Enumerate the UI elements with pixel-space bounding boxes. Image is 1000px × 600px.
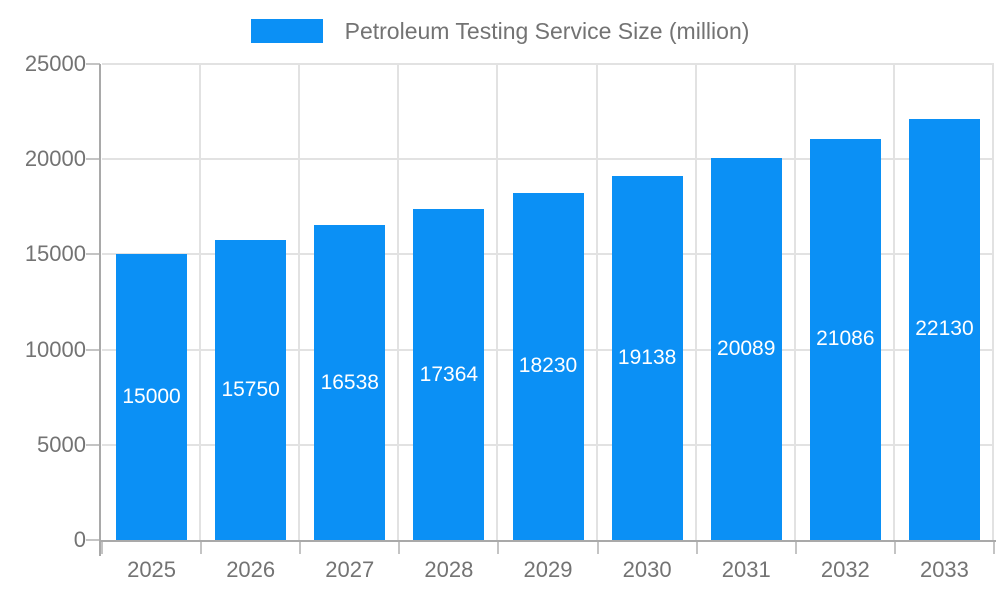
bar-value-label: 17364	[419, 362, 479, 386]
bar[interactable]: 15750	[215, 240, 287, 540]
x-axis-line	[99, 540, 996, 542]
v-gridline	[298, 64, 301, 540]
y-axis-tick	[86, 539, 100, 541]
bar-value-label: 15750	[221, 378, 280, 402]
y-axis-label: 10000	[24, 336, 86, 362]
v-gridline	[397, 64, 400, 540]
bar-value-label: 16538	[320, 370, 379, 394]
legend-item[interactable]: Petroleum Testing Service Size (million)	[250, 14, 750, 48]
y-axis-label: 15000	[24, 241, 86, 267]
x-axis-label: 2030	[622, 557, 672, 582]
x-axis-tick	[299, 540, 302, 554]
y-axis-tick	[86, 348, 100, 351]
y-axis-label: 0	[73, 527, 86, 552]
bar[interactable]: 20089	[710, 157, 782, 540]
legend-label: Petroleum Testing Service Size (million)	[344, 18, 750, 44]
bar-value-label: 20089	[717, 336, 776, 360]
bar[interactable]: 21086	[809, 138, 881, 540]
y-axis-tick	[86, 158, 100, 161]
plot-area: 15000 15750 16538 17364 18230 19138 20089 21086…	[102, 63, 994, 540]
bar[interactable]: 19138	[611, 175, 683, 540]
y-axis-label: 5000	[37, 431, 86, 457]
bar[interactable]: 22130	[908, 118, 980, 540]
y-axis-tick	[86, 253, 100, 256]
v-gridline	[892, 64, 895, 540]
bar-value-label: 18230	[518, 354, 578, 378]
x-axis-tick	[993, 540, 995, 554]
bar-value-label: 21086	[816, 327, 875, 351]
bar[interactable]: 17364	[413, 209, 485, 540]
bar[interactable]: 15000	[116, 254, 188, 540]
legend: Petroleum Testing Service Size (million)	[0, 14, 1000, 48]
x-axis-tick	[200, 540, 203, 554]
x-axis-label: 2026	[226, 557, 276, 582]
x-axis-label: 2027	[325, 557, 375, 582]
x-axis-tick	[695, 540, 698, 554]
x-axis-label: 2032	[820, 557, 870, 582]
bar-value-label: 19138	[617, 345, 677, 369]
bar[interactable]: 16538	[314, 225, 386, 540]
h-gridline	[102, 158, 994, 161]
x-axis-tick	[497, 540, 500, 554]
legend-swatch	[250, 19, 323, 43]
x-axis-tick	[794, 540, 797, 554]
x-axis-label: 2031	[721, 557, 771, 582]
y-axis-label: 25000	[24, 51, 86, 76]
v-gridline	[595, 64, 598, 540]
v-gridline	[199, 64, 202, 540]
x-axis-label: 2028	[424, 557, 474, 582]
bar[interactable]: 18230	[512, 192, 584, 540]
v-gridline	[992, 64, 994, 540]
x-axis-tick	[398, 540, 401, 554]
v-gridline	[793, 64, 796, 540]
v-gridline	[694, 64, 697, 540]
x-axis-tick	[596, 540, 599, 554]
x-axis-tick	[101, 540, 103, 554]
x-axis-label: 2029	[523, 557, 573, 582]
y-axis-tick	[86, 63, 100, 65]
h-gridline	[102, 63, 994, 65]
y-axis-tick	[86, 443, 100, 446]
x-axis-tick	[893, 540, 896, 554]
x-axis-label: 2025	[127, 557, 177, 582]
bar-value-label: 15000	[122, 385, 181, 409]
x-axis-label: 2033	[919, 557, 969, 582]
y-axis-label: 20000	[24, 146, 86, 172]
v-gridline	[496, 64, 499, 540]
y-axis-line	[99, 64, 101, 556]
bar-value-label: 22130	[915, 317, 974, 341]
